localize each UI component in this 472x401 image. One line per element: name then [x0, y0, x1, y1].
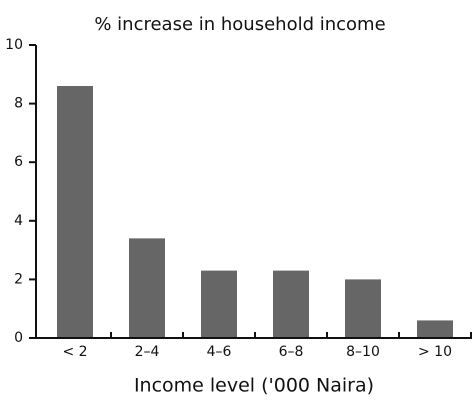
bar — [129, 238, 165, 338]
x-tick-label: > 10 — [418, 344, 452, 360]
chart-title: % increase in household income — [94, 14, 385, 35]
x-tick-label: 6–8 — [279, 344, 304, 360]
bar — [345, 279, 381, 338]
bar — [273, 270, 309, 338]
y-tick-label: 2 — [14, 271, 23, 287]
x-tick-label: 2–4 — [135, 344, 160, 360]
bar — [201, 270, 237, 338]
y-tick-label: 6 — [14, 154, 23, 170]
bar — [417, 320, 453, 338]
y-tick-label: 4 — [14, 213, 23, 229]
x-tick-label: 8–10 — [346, 344, 380, 360]
x-tick-label: 4–6 — [207, 344, 232, 360]
y-tick-label: 10 — [5, 37, 23, 53]
y-tick-label: 0 — [14, 330, 23, 346]
bar — [57, 86, 93, 339]
x-tick-label: < 2 — [62, 344, 87, 360]
y-tick-label: 8 — [14, 96, 23, 112]
x-axis-label: Income level ('000 Naira) — [134, 375, 374, 397]
